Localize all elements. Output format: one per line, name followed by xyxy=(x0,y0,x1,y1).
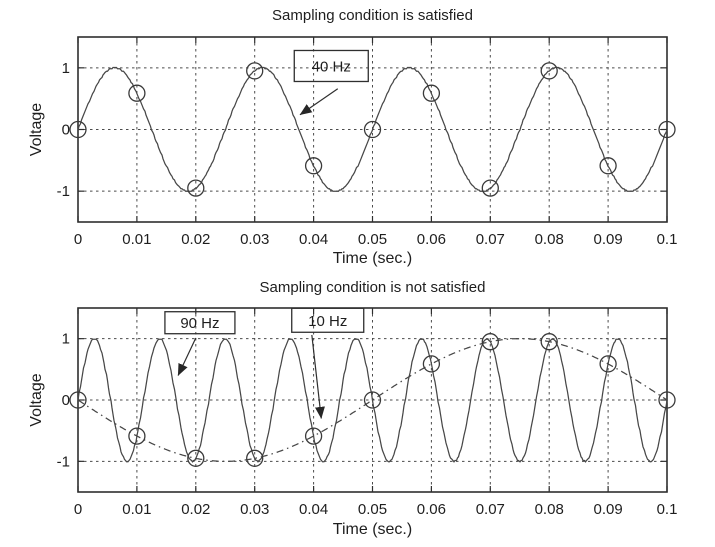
x-tick-label: 0.01 xyxy=(122,501,151,518)
x-tick-label: 0.08 xyxy=(535,501,564,518)
sample-marker xyxy=(599,355,617,373)
x-axis-label: Time (sec.) xyxy=(333,250,412,267)
sample-marker xyxy=(246,449,264,467)
annotation-arrow xyxy=(177,337,197,376)
y-axis-label: Voltage xyxy=(28,373,45,426)
x-tick-label: 0.08 xyxy=(535,231,564,248)
y-tick-label: -1 xyxy=(57,183,70,200)
sample-marker xyxy=(246,62,264,80)
x-axis-label: Time (sec.) xyxy=(333,521,412,538)
sample-marker xyxy=(69,391,87,409)
sample-marker xyxy=(187,179,205,197)
sample-marker xyxy=(304,157,323,175)
y-tick-label: -1 xyxy=(57,453,70,470)
x-tick-label: 0.1 xyxy=(657,501,678,518)
sample-marker xyxy=(128,84,146,102)
y-axis-label: Voltage xyxy=(28,103,45,156)
x-tick-label: 0.01 xyxy=(122,231,151,248)
sample-marker xyxy=(481,179,499,197)
annotation-arrow xyxy=(311,334,325,419)
sample-marker xyxy=(69,120,87,139)
chart-title: Sampling condition is not satisfied xyxy=(260,279,486,296)
x-tick-label: 0.1 xyxy=(657,231,678,248)
sample-marker xyxy=(363,391,382,409)
sample-marker xyxy=(658,391,676,409)
x-tick-label: 0 xyxy=(74,501,82,518)
x-tick-label: 0.09 xyxy=(593,501,622,518)
curve-40hz xyxy=(77,66,668,192)
sample-marker xyxy=(422,84,441,102)
y-tick-label: 1 xyxy=(62,60,70,77)
bottom-chart: 90 Hz 10 Hz Sampling condition is not sati… xyxy=(0,273,715,547)
x-tick-label: 0.05 xyxy=(358,231,387,248)
x-tick-label: 0.03 xyxy=(240,501,269,518)
x-tick-label: 0.06 xyxy=(417,231,446,248)
y-tick-label: 0 xyxy=(62,392,70,409)
sample-marker xyxy=(128,427,146,445)
sample-marker xyxy=(481,333,499,351)
sample-marker xyxy=(363,120,382,139)
y-tick-label: 0 xyxy=(62,122,70,139)
top-chart-svg: 40 Hz Sampling condition is satisfied 0 0.0… xyxy=(28,7,678,267)
sample-marker xyxy=(540,62,558,80)
x-tick-label: 0.03 xyxy=(240,231,269,248)
x-tick-label: 0.05 xyxy=(358,501,387,518)
sample-marker xyxy=(304,427,323,445)
annotation-arrow xyxy=(299,88,339,116)
annotation-box xyxy=(293,49,369,83)
y-tick-label: 1 xyxy=(62,331,70,348)
annotation-label: 90 Hz xyxy=(180,315,219,332)
annotation-box xyxy=(291,307,365,333)
top-chart: 40 Hz Sampling condition is satisfied 0 0.0… xyxy=(0,0,715,273)
x-tick-label: 0.06 xyxy=(417,501,446,518)
sample-marker xyxy=(599,157,617,175)
x-tick-label: 0.04 xyxy=(299,501,328,518)
x-tick-label: 0.04 xyxy=(299,231,328,248)
sample-marker xyxy=(540,333,558,351)
x-tick-label: 0.07 xyxy=(476,231,505,248)
sample-marker xyxy=(658,120,676,139)
bottom-chart-svg: 90 Hz 10 Hz Sampling condition is not sati… xyxy=(28,279,678,538)
x-tick-label: 0.02 xyxy=(181,231,210,248)
x-tick-label: 0 xyxy=(74,231,82,248)
curve-90hz xyxy=(77,338,668,463)
sample-marker xyxy=(187,449,205,467)
x-tick-label: 0.07 xyxy=(476,501,505,518)
chart-title: Sampling condition is satisfied xyxy=(272,7,473,24)
x-tick-label: 0.02 xyxy=(181,501,210,518)
x-tick-label: 0.09 xyxy=(593,231,622,248)
annotation-label: 40 Hz xyxy=(312,58,351,75)
annotation-box xyxy=(164,311,236,335)
sample-marker xyxy=(422,355,441,373)
annotation-label: 10 Hz xyxy=(308,313,347,330)
